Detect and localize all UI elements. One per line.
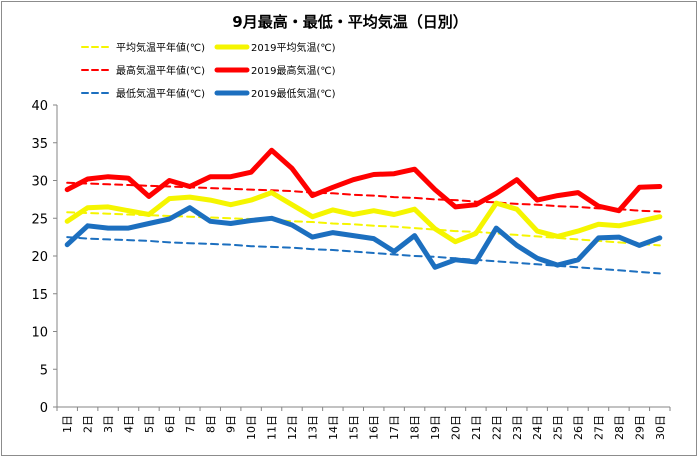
y-tick-label: 40 bbox=[31, 99, 48, 114]
legend-label-5: 2019最低気温(℃) bbox=[251, 87, 336, 100]
x-tick-label: 24日 bbox=[531, 415, 544, 440]
x-tick-label: 12日 bbox=[286, 415, 299, 440]
series-line-2 bbox=[66, 181, 661, 213]
y-tick-label: 25 bbox=[31, 212, 48, 227]
x-tick-label: 30日 bbox=[654, 415, 667, 440]
x-tick-label: 21日 bbox=[470, 415, 483, 440]
x-tick-label: 10日 bbox=[245, 415, 258, 440]
y-tick-label: 30 bbox=[31, 175, 48, 190]
legend-label-2: 最高気温平年値(℃) bbox=[116, 64, 205, 77]
x-tick-label: 27日 bbox=[592, 415, 605, 440]
x-tick-label: 20日 bbox=[449, 415, 462, 440]
x-tick-label: 17日 bbox=[388, 415, 401, 440]
x-tick-label: 7日 bbox=[184, 415, 197, 433]
y-tick-label: 5 bbox=[40, 363, 48, 378]
x-tick-label: 13日 bbox=[306, 415, 319, 440]
x-tick-label: 22日 bbox=[490, 415, 503, 440]
x-tick-label: 19日 bbox=[429, 415, 442, 440]
series-line-5 bbox=[64, 205, 663, 270]
x-tick-label: 16日 bbox=[368, 415, 381, 440]
x-tick-label: 6日 bbox=[163, 415, 176, 433]
y-tick-label: 35 bbox=[31, 137, 48, 152]
series-line-1 bbox=[64, 190, 663, 245]
x-tick-label: 18日 bbox=[409, 415, 422, 440]
x-tick-label: 2日 bbox=[82, 415, 95, 433]
x-tick-label: 9日 bbox=[225, 415, 238, 433]
x-tick-label: 28日 bbox=[613, 415, 626, 440]
x-tick-label: 14日 bbox=[327, 415, 340, 440]
x-tick-label: 11日 bbox=[266, 415, 279, 440]
series-line-0 bbox=[66, 211, 661, 247]
x-tick-label: 23日 bbox=[511, 415, 524, 440]
series-line-4 bbox=[66, 236, 661, 275]
y-tick-label: 0 bbox=[40, 401, 48, 416]
x-tick-label: 26日 bbox=[572, 415, 585, 440]
x-tick-label: 4日 bbox=[123, 415, 136, 433]
x-tick-label: 25日 bbox=[552, 415, 565, 440]
x-tick-label: 29日 bbox=[633, 415, 646, 440]
y-tick-label: 10 bbox=[31, 326, 48, 341]
legend-label-0: 平均気温平年値(℃) bbox=[116, 41, 205, 54]
x-tick-label: 1日 bbox=[61, 415, 74, 433]
series-line-3 bbox=[64, 147, 663, 214]
legend-label-4: 最低気温平年値(℃) bbox=[116, 87, 205, 100]
legend-label-3: 2019最高気温(℃) bbox=[251, 64, 336, 77]
x-tick-label: 5日 bbox=[143, 415, 156, 433]
x-tick-label: 15日 bbox=[347, 415, 360, 440]
legend-label-1: 2019平均気温(℃) bbox=[251, 41, 336, 54]
y-tick-label: 20 bbox=[31, 250, 48, 265]
x-tick-label: 8日 bbox=[204, 415, 217, 433]
x-tick-label: 3日 bbox=[102, 415, 115, 433]
chart-title: 9月最高・最低・平均気温（日別） bbox=[232, 13, 468, 31]
y-tick-label: 15 bbox=[31, 288, 48, 303]
